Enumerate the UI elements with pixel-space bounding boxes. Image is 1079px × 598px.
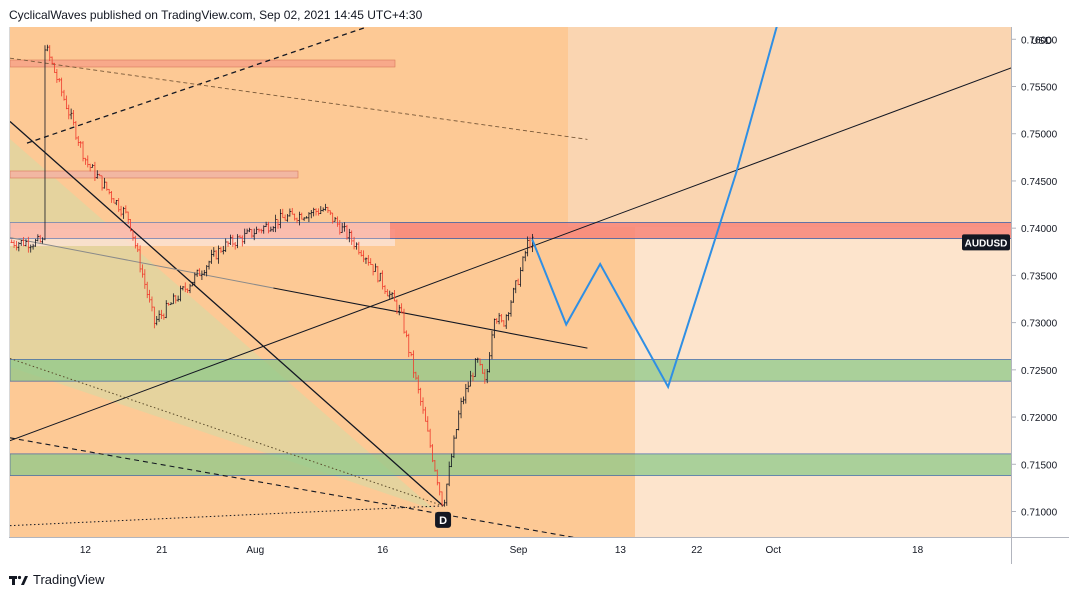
time-tick-label: Aug <box>246 545 264 556</box>
projected-wave-path[interactable] <box>531 27 778 390</box>
publication-header: CyclicalWaves published on TradingView.c… <box>9 8 423 22</box>
price-axis[interactable]: USD 0.76000 0.75500 0.75000 0.74500 0.74000 0… <box>962 27 1069 537</box>
footer-brand: TradingView <box>33 572 105 587</box>
symbol-price-badge[interactable]: AUDUSD <box>962 234 1010 251</box>
wave-marker-d[interactable]: D <box>435 511 452 528</box>
zone-resistance-faded <box>10 222 390 239</box>
history-zone <box>10 27 568 537</box>
price-tick-label: 0.74500 <box>1021 177 1058 188</box>
neckline[interactable] <box>273 287 588 349</box>
lower-dashed-line[interactable] <box>10 437 587 537</box>
time-tick-label: 21 <box>156 545 168 556</box>
tradingview-logo-icon <box>9 575 28 585</box>
time-scale: 12 21 Aug 16 Sep 13 22 Oct 18 <box>80 545 924 556</box>
symbol-badge-label: AUDUSD <box>965 238 1008 249</box>
time-tick-label: 13 <box>615 545 627 556</box>
time-tick-label: Sep <box>510 545 528 556</box>
price-tick-label: 0.76000 <box>1021 35 1058 46</box>
time-axis[interactable]: 12 21 Aug 16 Sep 13 22 Oct 18 <box>9 537 1011 564</box>
axis-corner <box>1011 537 1069 564</box>
price-tick-label: 0.72000 <box>1021 413 1058 424</box>
tradingview-footer[interactable]: TradingView <box>9 572 105 587</box>
extended-history-zone <box>568 227 635 537</box>
descending-trendline[interactable] <box>10 120 444 507</box>
price-tick-label: 0.74000 <box>1021 224 1058 235</box>
time-tick-label: Oct <box>765 545 781 556</box>
price-chart[interactable]: D <box>10 27 1012 537</box>
rising-channel-line[interactable] <box>10 67 1012 442</box>
price-tick-label: 0.73500 <box>1021 271 1058 282</box>
base-dotted-line[interactable] <box>10 505 444 527</box>
supply-band-top <box>10 59 396 68</box>
currency-label: USD <box>1031 36 1052 47</box>
midline-dashed[interactable] <box>10 57 588 140</box>
upper-shade-zone <box>568 27 1012 227</box>
price-tick-label: 0.71000 <box>1021 508 1058 519</box>
price-tick-label: 0.73000 <box>1021 319 1058 330</box>
price-tick-label: 0.71500 <box>1021 460 1058 471</box>
wave-marker-label: D <box>439 515 447 527</box>
price-scale: USD 0.76000 0.75500 0.75000 0.74500 0.74000 0… <box>962 35 1058 519</box>
chart-area[interactable]: D <box>9 27 1012 537</box>
time-tick-label: 16 <box>377 545 389 556</box>
price-tick-label: 0.75000 <box>1021 130 1058 141</box>
upper-dashed-line[interactable] <box>26 27 367 144</box>
zone-support-upper[interactable] <box>10 359 1012 382</box>
price-tick-label: 0.75500 <box>1021 83 1058 94</box>
price-tick-label: 0.72500 <box>1021 366 1058 377</box>
dotted-arc-line[interactable] <box>10 358 444 507</box>
neckline-faded[interactable] <box>10 237 274 289</box>
time-tick-label: 12 <box>80 545 92 556</box>
time-tick-label: 22 <box>691 545 703 556</box>
time-tick-label: 18 <box>912 545 924 556</box>
supply-band-middle <box>10 170 299 179</box>
zone-support-lower[interactable] <box>10 453 1012 477</box>
